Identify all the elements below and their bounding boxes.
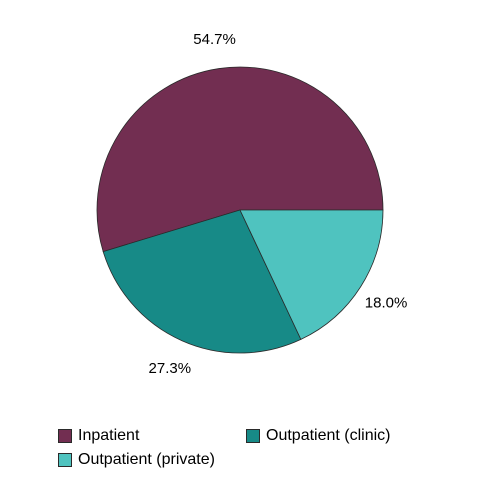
legend-swatch-inpatient bbox=[58, 429, 72, 443]
pie-slice-inpatient bbox=[96, 66, 384, 253]
legend-label-outpatient-private: Outpatient (private) bbox=[78, 451, 215, 468]
data-label-outpatient-clinic: 27.3% bbox=[149, 360, 192, 377]
chart-legend: Inpatient Outpatient (clinic) Outpatient… bbox=[58, 426, 458, 470]
legend-swatch-outpatient-clinic bbox=[246, 429, 260, 443]
legend-item-inpatient: Inpatient bbox=[58, 426, 139, 446]
legend-item-outpatient-private: Outpatient (private) bbox=[58, 450, 215, 470]
pie-data-labels: 54.7% 27.3% 18.0% bbox=[149, 31, 408, 377]
legend-swatch-outpatient-private bbox=[58, 453, 72, 467]
legend-label-outpatient-clinic: Outpatient (clinic) bbox=[266, 427, 391, 444]
pie-slices bbox=[96, 66, 384, 354]
data-label-outpatient-private: 18.0% bbox=[365, 295, 408, 312]
legend-label-inpatient: Inpatient bbox=[78, 427, 140, 444]
legend-item-outpatient-clinic: Outpatient (clinic) bbox=[246, 426, 391, 446]
data-label-inpatient: 54.7% bbox=[193, 31, 236, 48]
pie-slice-outpatient-private bbox=[239, 209, 384, 340]
pie-slice-outpatient-clinic bbox=[102, 209, 302, 354]
